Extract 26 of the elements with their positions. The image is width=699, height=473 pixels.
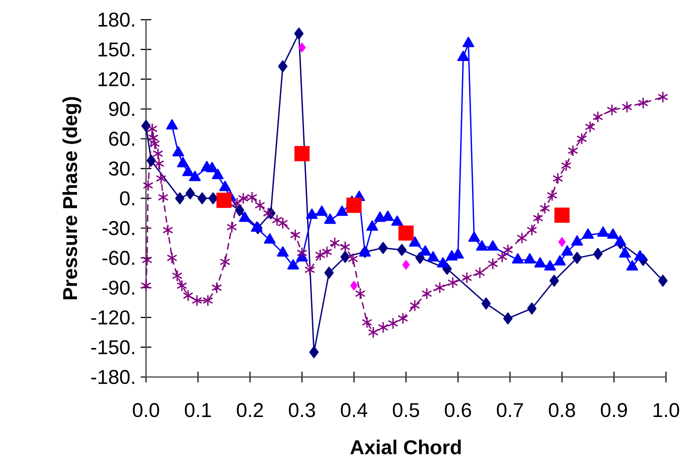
x-tick-label: 0.6 [444,403,472,418]
x-tick-label: 0.4 [340,403,368,418]
x-tick-label: 0.9 [600,403,627,418]
x-tick-label: 0.8 [548,403,576,418]
y-tick-label: -30. [102,221,134,236]
y-tick-label: 0. [120,191,134,206]
x-tick-label: 0.1 [184,403,211,418]
y-tick-label: -150. [91,340,134,354]
y-tick-label: -180. [91,370,134,384]
y-axis-title: Pressure Phase (deg) [62,97,82,300]
y-tick-label: 60. [109,132,134,146]
y-tick-label: 180. [98,12,134,27]
x-tick-label: 0.2 [236,403,263,418]
x-tick-label: 1.0 [654,403,680,418]
x-tick-label: 0.3 [288,403,316,418]
x-tick-label: 0.0 [132,403,160,418]
y-tick-label: -120. [91,310,134,325]
y-tick-label: 30. [108,161,134,176]
x-axis-title: Axial Chord [350,440,461,454]
y-tick-label: 150. [98,42,134,57]
y-tick-label: -60. [102,250,134,265]
y-tick-label: 90. [109,102,134,116]
x-tick-label: 0.7 [496,403,523,418]
y-tick-label: 120. [98,72,134,86]
x-tick-label: 0.5 [392,403,420,418]
y-tick-label: -90. [102,280,134,295]
